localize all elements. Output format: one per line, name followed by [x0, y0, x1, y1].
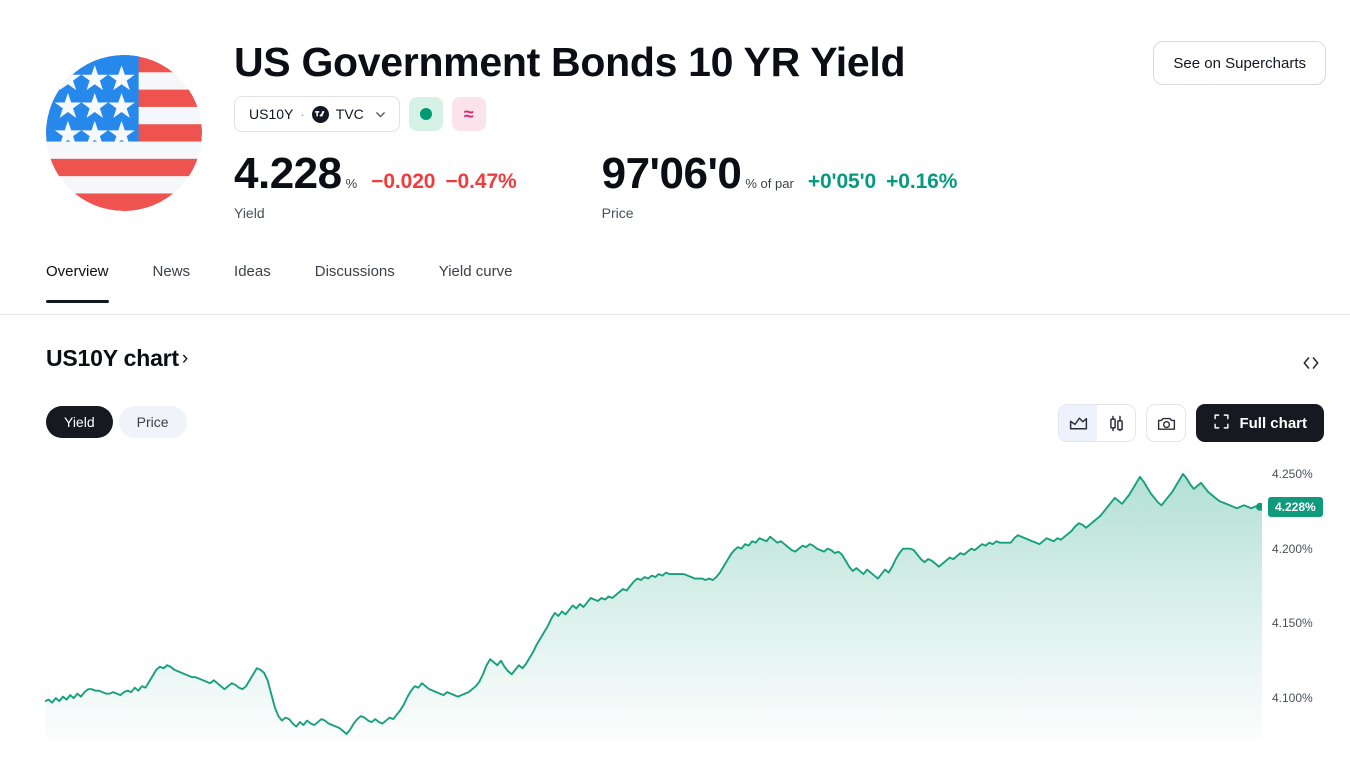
- candlestick-chart-icon[interactable]: [1097, 405, 1136, 441]
- page-header: US Government Bonds 10 YR Yield See on S…: [0, 0, 1350, 250]
- full-chart-button[interactable]: Full chart: [1196, 404, 1324, 442]
- symbol-exchange: TVC: [335, 106, 364, 122]
- yield-price-toggle: Yield Price: [46, 406, 187, 438]
- tab-yield-curve[interactable]: Yield curve: [438, 263, 513, 280]
- toggle-price[interactable]: Price: [118, 406, 187, 438]
- yield-change: −0.020: [371, 170, 436, 193]
- quote-price: 97'06'0 % of par +0'05'0 +0.16% Price: [602, 148, 958, 221]
- tab-ideas[interactable]: Ideas: [234, 263, 271, 280]
- price-change-percent: +0.16%: [886, 170, 958, 193]
- price-axis-tick: 4.150%: [1272, 616, 1313, 631]
- delayed-data-badge[interactable]: ≈: [451, 97, 486, 131]
- approximately-equal-icon: ≈: [463, 104, 474, 124]
- last-price-badge: 4.228%: [1268, 496, 1323, 517]
- section-tabs: Overview News Ideas Discussions Yield curve: [0, 255, 1350, 315]
- yield-value: 4.228: [234, 149, 342, 198]
- symbol-ticker: US10Y: [249, 106, 294, 122]
- chart-type-group: [1058, 404, 1137, 442]
- code-embed-icon[interactable]: [1298, 350, 1324, 376]
- price-change: +0'05'0: [807, 170, 877, 193]
- quote-yield: 4.228 % −0.020 −0.47% Yield: [234, 148, 517, 221]
- quote-panel: 4.228 % −0.020 −0.47% Yield 97'06'0 % of…: [234, 148, 957, 221]
- expand-icon: [1213, 413, 1230, 434]
- symbol-row: US10Y · TVC ≈: [234, 96, 486, 132]
- toggle-yield[interactable]: Yield: [46, 406, 113, 438]
- symbol-selector[interactable]: US10Y · TVC: [234, 96, 400, 132]
- chevron-down-icon: [375, 111, 385, 117]
- yield-change-percent: −0.47%: [445, 170, 517, 193]
- tradingview-logo-icon: [311, 105, 329, 123]
- area-chart-series: [45, 450, 1262, 740]
- green-dot-icon: [419, 108, 432, 120]
- yield-unit: %: [345, 176, 358, 191]
- symbol-separator: ·: [300, 106, 305, 122]
- price-value: 97'06'0: [601, 149, 742, 198]
- chart-title-link[interactable]: US10Y chart: [46, 345, 179, 371]
- price-axis-tick: 4.200%: [1272, 541, 1313, 556]
- chart-toolbar: Full chart: [1058, 404, 1324, 442]
- price-label: Price: [601, 205, 634, 221]
- yield-label: Yield: [234, 205, 265, 221]
- chart-header: US10Y chart ›: [46, 345, 188, 372]
- price-axis-tick: 4.250%: [1272, 466, 1313, 481]
- chart-plot-area[interactable]: 4.250%4.200%4.150%4.100%4.228% TradingVi…: [0, 450, 1350, 750]
- see-on-supercharts-button[interactable]: See on Supercharts: [1153, 41, 1326, 85]
- tab-discussions[interactable]: Discussions: [314, 263, 395, 280]
- area-chart-icon[interactable]: [1059, 405, 1098, 441]
- tab-news[interactable]: News: [152, 263, 191, 280]
- camera-icon[interactable]: [1146, 404, 1187, 442]
- market-open-badge[interactable]: [408, 97, 443, 131]
- tab-overview[interactable]: Overview: [46, 255, 109, 303]
- full-chart-label: Full chart: [1239, 414, 1307, 432]
- price-axis[interactable]: 4.250% 4.200% 4.150% 4.100% 4.228%: [1268, 450, 1350, 740]
- price-unit: % of par: [745, 176, 794, 191]
- price-axis-tick: 4.100%: [1272, 691, 1313, 706]
- chevron-right-icon[interactable]: ›: [181, 347, 189, 369]
- page-title: US Government Bonds 10 YR Yield: [234, 39, 906, 85]
- us-flag-icon: [46, 55, 202, 211]
